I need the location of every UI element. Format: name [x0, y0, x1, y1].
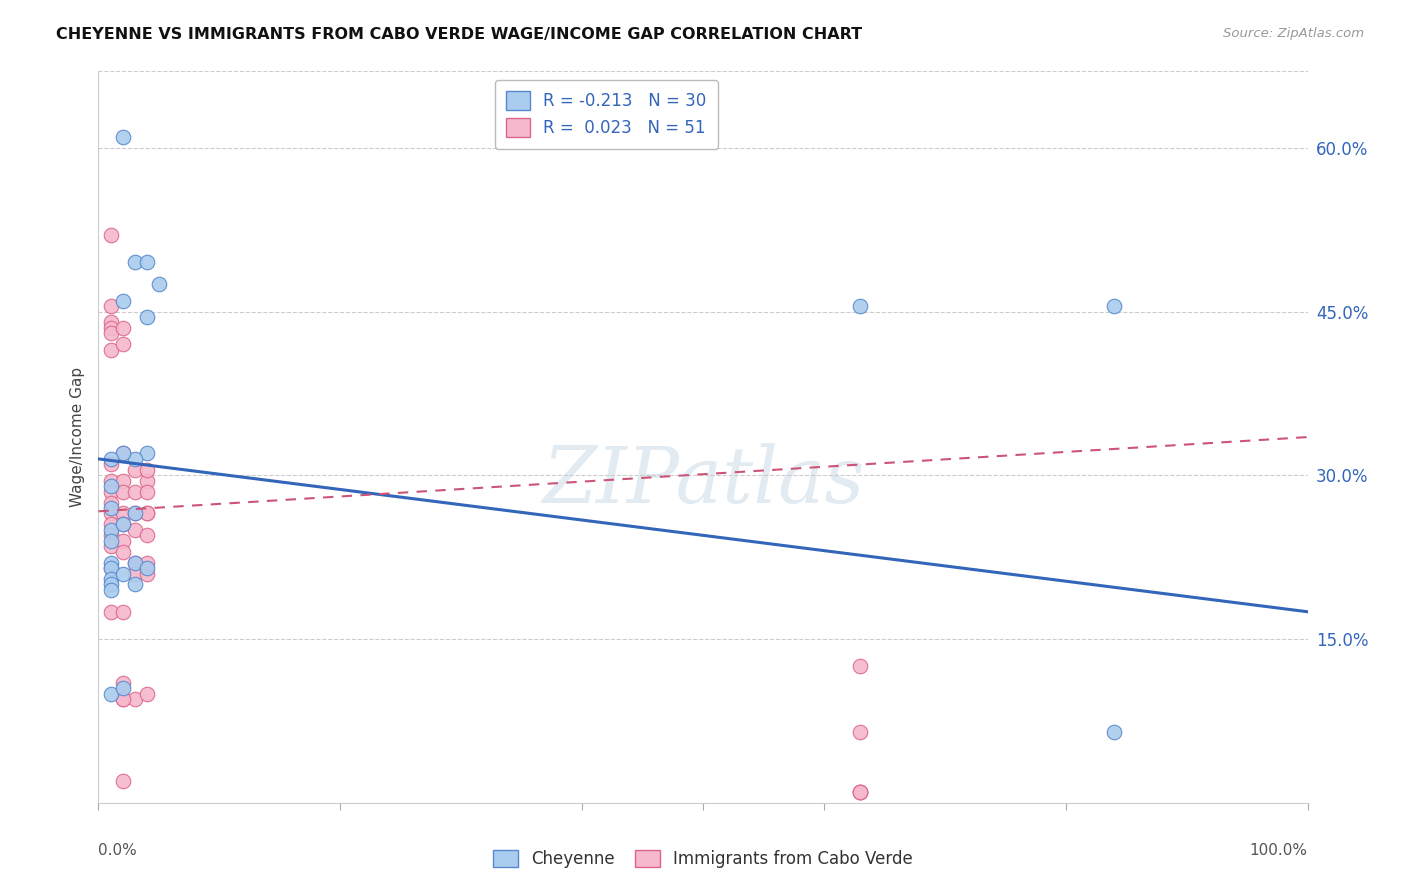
Point	[100, 687, 122, 701]
Point	[135, 507, 157, 521]
Point	[124, 484, 146, 499]
Point	[135, 687, 157, 701]
Point	[111, 293, 134, 308]
Point	[849, 299, 872, 313]
Point	[124, 692, 146, 706]
Point	[100, 484, 122, 499]
Point	[100, 523, 122, 537]
Point	[100, 501, 122, 516]
Point	[111, 566, 134, 581]
Point	[111, 337, 134, 351]
Point	[135, 507, 157, 521]
Point	[111, 692, 134, 706]
Point	[111, 507, 134, 521]
Point	[135, 556, 157, 570]
Point	[135, 446, 157, 460]
Text: CHEYENNE VS IMMIGRANTS FROM CABO VERDE WAGE/INCOME GAP CORRELATION CHART: CHEYENNE VS IMMIGRANTS FROM CABO VERDE W…	[56, 27, 862, 42]
Point	[849, 785, 872, 799]
Point	[100, 561, 122, 575]
Point	[124, 255, 146, 269]
Point	[111, 533, 134, 548]
Point	[124, 507, 146, 521]
Point	[124, 463, 146, 477]
Point	[135, 566, 157, 581]
Point	[135, 561, 157, 575]
Point	[111, 605, 134, 619]
Point	[124, 523, 146, 537]
Point	[111, 517, 134, 532]
Point	[111, 129, 134, 144]
Point	[111, 545, 134, 559]
Point	[135, 474, 157, 488]
Point	[100, 451, 122, 466]
Point	[124, 577, 146, 591]
Point	[100, 326, 122, 341]
Point	[100, 561, 122, 575]
Point	[100, 577, 122, 591]
Text: 0.0%: 0.0%	[98, 843, 138, 858]
Point	[100, 517, 122, 532]
Point	[100, 474, 122, 488]
Point	[135, 484, 157, 499]
Point	[100, 458, 122, 472]
Point	[849, 785, 872, 799]
Legend: R = -0.213   N = 30, R =  0.023   N = 51: R = -0.213 N = 30, R = 0.023 N = 51	[495, 79, 718, 149]
Point	[100, 495, 122, 509]
Point	[148, 277, 170, 292]
Point	[1102, 724, 1125, 739]
Point	[100, 315, 122, 329]
Point	[124, 451, 146, 466]
Point	[111, 517, 134, 532]
Point	[135, 463, 157, 477]
Text: Source: ZipAtlas.com: Source: ZipAtlas.com	[1223, 27, 1364, 40]
Y-axis label: Wage/Income Gap: Wage/Income Gap	[70, 367, 86, 508]
Point	[111, 774, 134, 789]
Point	[111, 446, 134, 460]
Point	[849, 659, 872, 673]
Point	[135, 310, 157, 324]
Point	[111, 681, 134, 695]
Point	[124, 556, 146, 570]
Point	[124, 507, 146, 521]
Point	[124, 566, 146, 581]
Point	[111, 675, 134, 690]
Point	[100, 539, 122, 553]
Point	[100, 507, 122, 521]
Point	[100, 605, 122, 619]
Point	[100, 556, 122, 570]
Point	[135, 528, 157, 542]
Point	[1102, 299, 1125, 313]
Point	[100, 528, 122, 542]
Point	[100, 228, 122, 243]
Text: 100.0%: 100.0%	[1250, 843, 1308, 858]
Point	[100, 321, 122, 335]
Point	[135, 255, 157, 269]
Point	[111, 446, 134, 460]
Point	[849, 785, 872, 799]
Point	[100, 533, 122, 548]
Point	[100, 343, 122, 357]
Point	[100, 572, 122, 586]
Point	[100, 582, 122, 597]
Point	[111, 484, 134, 499]
Point	[100, 479, 122, 493]
Point	[111, 692, 134, 706]
Text: ZIPatlas: ZIPatlas	[541, 442, 865, 519]
Legend: Cheyenne, Immigrants from Cabo Verde: Cheyenne, Immigrants from Cabo Verde	[486, 843, 920, 875]
Point	[111, 474, 134, 488]
Point	[111, 321, 134, 335]
Point	[849, 724, 872, 739]
Point	[124, 556, 146, 570]
Point	[100, 299, 122, 313]
